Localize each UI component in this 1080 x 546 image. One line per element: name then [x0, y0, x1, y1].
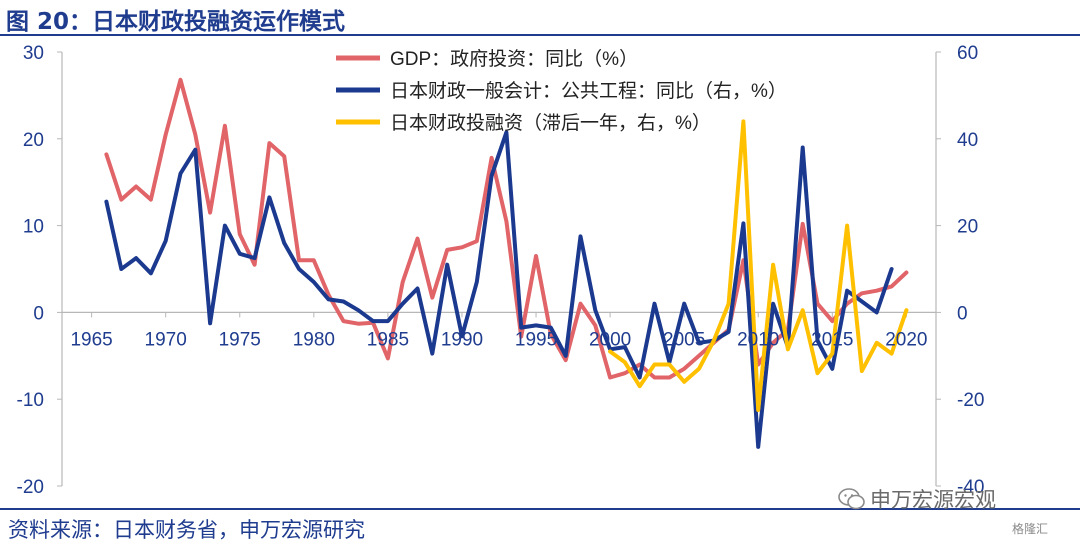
x-tick-label: 1995	[515, 329, 557, 350]
x-tick-label: 2000	[589, 329, 631, 350]
left-tick-label: 30	[23, 43, 44, 64]
x-tick-label: 1970	[145, 329, 187, 350]
source-divider	[0, 508, 1080, 510]
left-tick-label: 20	[23, 130, 44, 151]
right-tick-label: -20	[957, 390, 984, 411]
left-tick-label: -20	[17, 477, 44, 498]
line-chart: -20 -10 0 10 20 30 -40 -20 0 20 40 60 1965 1970 1975 19…	[17, 43, 985, 498]
public-works-line	[104, 130, 894, 449]
right-tick-label: 60	[957, 43, 978, 64]
legend-label: 日本财政投融资（滞后一年，右，%）	[390, 112, 711, 134]
right-tick-label: 20	[957, 217, 978, 238]
x-tick-label: 1965	[70, 329, 112, 350]
x-tick-label: 1980	[293, 329, 335, 350]
filp-line	[608, 119, 909, 412]
left-tick-label: -10	[17, 390, 44, 411]
watermark-text: 申万宏源宏观	[870, 488, 996, 512]
x-tick-label: 2020	[885, 329, 927, 350]
watermark: 申万宏源宏观	[838, 484, 996, 514]
wechat-icon	[838, 488, 865, 510]
figure-title: 图 20：日本财政投融资运作模式	[6, 9, 346, 35]
x-tick-label: 2005	[663, 329, 705, 350]
x-tick-label: 1990	[441, 329, 483, 350]
chart-tick-labels: -20 -10 0 10 20 30 -40 -20 0 20 40 60 1965 1970 1975 19…	[17, 43, 985, 498]
legend-label: GDP：政府投资：同比（%）	[390, 48, 638, 70]
title-divider	[0, 34, 1080, 36]
gdp-government-investment-line	[104, 77, 909, 380]
x-tick-label: 1975	[219, 329, 261, 350]
x-tick-label: 2015	[811, 329, 853, 350]
left-tick-label: 0	[33, 303, 44, 324]
source-note: 资料来源：日本财务省，申万宏源研究	[8, 518, 365, 542]
legend-label: 日本财政一般会计：公共工程：同比（右，%）	[390, 80, 787, 102]
right-tick-label: 40	[957, 130, 978, 151]
watermark-secondary: 格隆汇	[1012, 522, 1049, 536]
right-tick-label: 0	[957, 303, 968, 324]
chart-series	[104, 77, 909, 449]
left-tick-label: 10	[23, 217, 44, 238]
right-tick-label: -40	[957, 477, 984, 498]
chart-legend: GDP：政府投资：同比（%） 日本财政一般会计：公共工程：同比（右，%） 日本财政投…	[336, 48, 787, 134]
x-tick-label: 1985	[367, 329, 409, 350]
x-tick-label: 2010	[737, 329, 779, 350]
